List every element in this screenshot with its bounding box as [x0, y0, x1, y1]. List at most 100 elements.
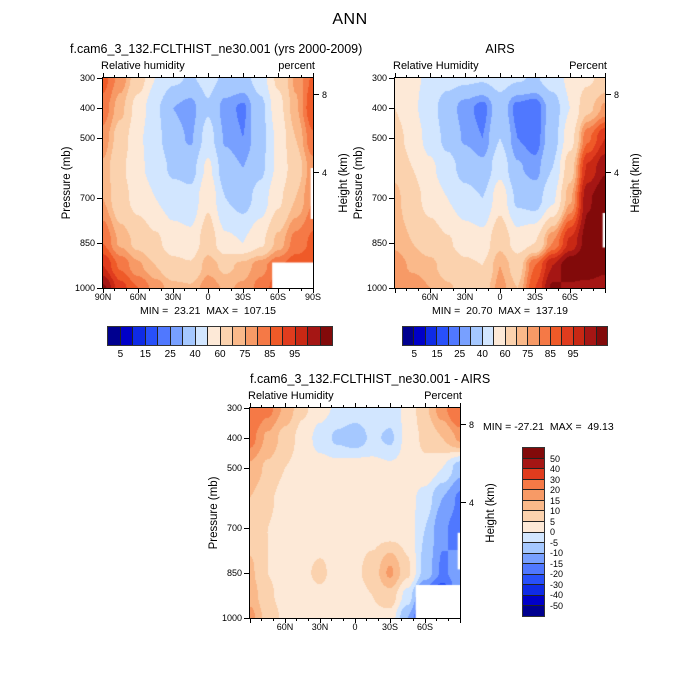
colorbar-segment: [523, 552, 544, 564]
y-tick: [244, 527, 250, 529]
minmax-label: MIN = 23.21 MAX = 107.15: [140, 305, 276, 317]
x-tick: [137, 288, 139, 293]
colorbar-tick-label: 0: [550, 527, 556, 537]
colorbar-tick-label: 40: [550, 464, 561, 474]
x-tick: [389, 618, 391, 623]
y-tick: [389, 77, 395, 79]
height-tick-label: 8: [322, 89, 328, 100]
x-tick: [459, 618, 461, 623]
season-title: ANN: [332, 11, 368, 28]
x-tick-top: [459, 403, 461, 408]
x-tick-top: [366, 405, 368, 408]
colorbar-segment: [523, 563, 544, 574]
x-tick-top: [219, 75, 221, 78]
x-tick-label: 30S: [381, 622, 399, 632]
x-tick-top: [207, 73, 209, 78]
x-tick-top: [534, 73, 536, 78]
y-tick: [97, 242, 103, 244]
x-tick-top: [331, 405, 333, 408]
colorbar-segment: [447, 327, 459, 345]
x-tick-top: [412, 405, 414, 408]
colorbar-tick-label: 5: [550, 516, 556, 527]
y-tick: [97, 77, 103, 79]
units-label: percent: [278, 60, 315, 72]
x-tick-label: 30N: [456, 292, 474, 302]
x-tick-label: 60N: [129, 292, 147, 302]
x-tick: [534, 288, 536, 293]
y-tick-label: 500: [79, 133, 95, 143]
colorbar-tick-label: 50: [550, 453, 561, 464]
colorbar-tick-label: -20: [550, 569, 564, 579]
x-tick: [172, 288, 174, 293]
plot-area-difference: 60N 30N 0 30S 60S 300 400 500 700 850 1000 8 4: [222, 403, 474, 632]
x-tick-top: [277, 73, 279, 78]
y-tick-label: 400: [79, 103, 95, 113]
x-tick-top: [261, 405, 263, 408]
plot-area-model: 90N 60N 30N 0 30S 60S 90S 300 400 500 700 850 1000 8 4: [75, 73, 327, 302]
x-tick-label: 30N: [311, 622, 329, 632]
x-tick: [436, 618, 438, 621]
y-tick: [389, 107, 395, 109]
y-tick: [244, 437, 250, 439]
colorbar-segment: [132, 327, 145, 345]
x-tick-top: [296, 405, 298, 408]
colorbar-tick-label: 25: [454, 349, 466, 360]
x-tick-top: [424, 403, 426, 408]
colorbar-tick-label: -5: [550, 537, 559, 548]
y-tick-label: 300: [226, 403, 242, 413]
colorbar-tick-label: 20: [550, 485, 561, 495]
x-tick: [249, 618, 251, 623]
colorbar-segment: [207, 327, 220, 345]
x-tick-top: [394, 73, 396, 78]
x-tick: [319, 618, 321, 623]
x-tick: [377, 618, 379, 621]
x-tick-top: [102, 73, 104, 78]
x-tick-top: [125, 75, 127, 78]
x-tick: [417, 288, 419, 291]
y-tick: [389, 242, 395, 244]
colorbar-tick-label: 30: [550, 474, 561, 485]
x-tick-top: [377, 405, 379, 408]
colorbar-segment: [307, 327, 320, 345]
colorbar-tick-label: 15: [431, 349, 443, 360]
x-tick: [441, 288, 443, 291]
x-tick-label: 90S: [304, 292, 322, 302]
colorbar-segment: [257, 327, 270, 345]
y-tick: [389, 287, 395, 289]
y-tick: [97, 197, 103, 199]
x-tick: [307, 618, 309, 621]
height-tick: [605, 172, 611, 174]
panel-title: f.cam6_3_132.FCLTHIST_ne30.001 - AIRS: [250, 372, 491, 386]
y-tick-label: 1000: [74, 283, 95, 293]
x-tick: [102, 288, 104, 293]
x-tick-label: 60S: [416, 622, 434, 632]
x-tick: [412, 618, 414, 621]
y-tick-label: 700: [371, 193, 387, 203]
y-tick-label: 700: [226, 523, 242, 533]
x-tick: [254, 288, 256, 291]
colorbar-segment: [523, 489, 544, 500]
colorbar-segment: [550, 327, 562, 345]
colorbar-segment: [182, 327, 195, 345]
x-tick-top: [464, 73, 466, 78]
x-tick: [476, 288, 478, 291]
contour-field-obs: [395, 78, 605, 288]
y-tick-label: 1000: [366, 283, 387, 293]
height-tick: [460, 502, 466, 504]
x-tick: [342, 618, 344, 621]
x-tick: [160, 288, 162, 291]
x-tick: [289, 288, 291, 291]
x-tick-top: [230, 75, 232, 78]
colorbar-segment: [523, 531, 544, 543]
contour-field-model: [103, 78, 313, 288]
colorbar-segment: [523, 573, 544, 585]
height-axis-label: Height (km): [338, 153, 350, 213]
pressure-axis-label: Pressure (mb): [61, 146, 73, 220]
x-tick: [277, 288, 279, 293]
x-tick-top: [272, 405, 274, 408]
x-tick-top: [195, 75, 197, 78]
x-tick: [331, 618, 333, 621]
y-tick-label: 400: [371, 103, 387, 113]
colorbar-segment: [119, 327, 132, 345]
minmax-label: MIN = 20.70 MAX = 137.19: [432, 305, 568, 317]
